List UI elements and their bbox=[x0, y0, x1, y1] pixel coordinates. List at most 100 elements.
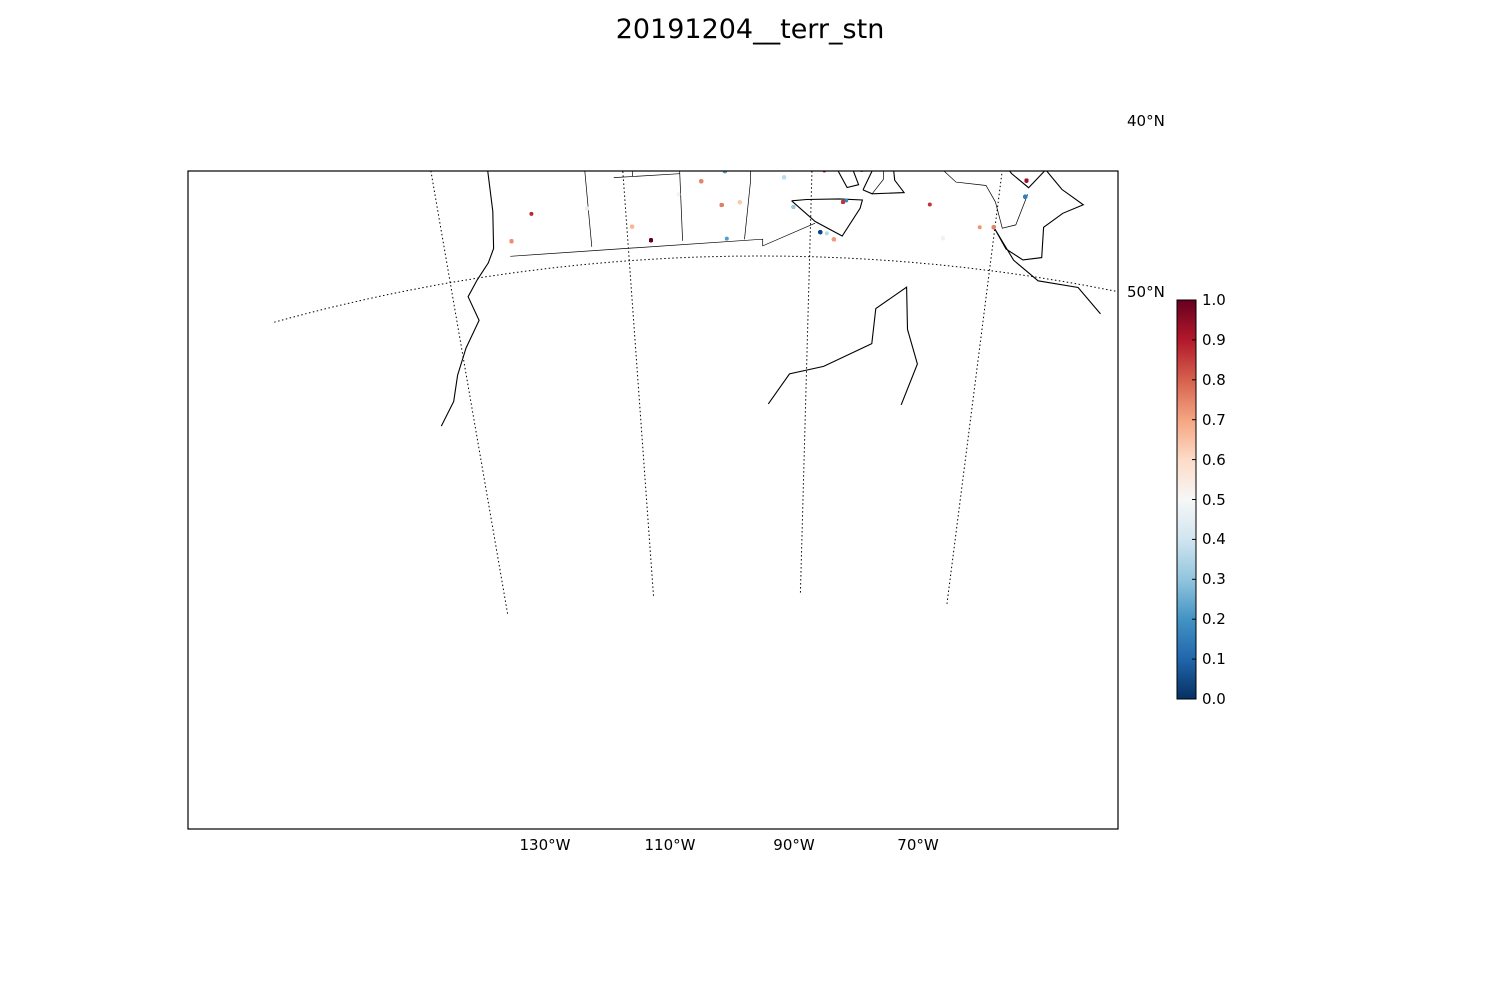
station-point bbox=[975, 1, 979, 5]
station-point bbox=[552, 123, 556, 127]
station-point bbox=[792, 108, 796, 112]
station-point bbox=[1011, 152, 1015, 156]
station-point bbox=[811, 14, 815, 18]
station-point bbox=[560, 21, 564, 25]
station-point bbox=[904, 99, 908, 103]
station-point bbox=[739, 77, 743, 81]
station-point bbox=[504, 42, 508, 46]
station-point bbox=[882, 107, 886, 111]
station-point bbox=[560, 21, 564, 25]
station-point bbox=[762, 77, 766, 81]
station-point bbox=[874, 112, 878, 116]
station-point bbox=[772, 88, 776, 92]
station-point bbox=[504, 42, 508, 46]
station-point bbox=[874, 112, 878, 116]
station-point bbox=[889, 52, 893, 56]
station-point bbox=[666, 150, 670, 154]
station-point bbox=[882, 107, 886, 111]
station-point bbox=[772, 88, 776, 92]
station-point bbox=[794, 103, 798, 107]
station-point bbox=[794, 103, 798, 107]
station-point bbox=[702, 87, 706, 91]
station-point bbox=[820, 115, 824, 119]
station-point bbox=[889, 86, 893, 90]
station-point bbox=[666, 150, 670, 154]
station-point bbox=[936, 97, 940, 101]
station-point bbox=[829, 52, 833, 56]
station-point bbox=[844, 74, 848, 78]
station-point bbox=[552, 123, 556, 127]
station-point bbox=[739, 77, 743, 81]
station-point bbox=[1019, 72, 1023, 76]
station-point bbox=[1019, 72, 1023, 76]
station-point bbox=[680, 166, 684, 170]
station-point bbox=[739, 77, 743, 81]
station-point bbox=[665, 14, 669, 18]
station-point bbox=[504, 42, 508, 46]
station-point bbox=[745, 159, 749, 163]
station-point bbox=[745, 159, 749, 163]
station-point bbox=[702, 87, 706, 91]
station-point bbox=[613, 60, 617, 64]
station-point bbox=[1011, 152, 1015, 156]
longitude-line bbox=[430, 171, 509, 614]
station-point bbox=[882, 107, 886, 111]
station-point bbox=[791, 73, 795, 77]
station-point bbox=[882, 107, 886, 111]
station-point bbox=[485, 35, 489, 39]
station-point bbox=[829, 52, 833, 56]
station-point bbox=[471, 57, 475, 61]
station-point bbox=[745, 159, 749, 163]
station-point bbox=[772, 88, 776, 92]
station-point bbox=[874, 112, 878, 116]
station-point bbox=[791, 73, 795, 77]
station-point bbox=[818, 230, 823, 235]
station-point bbox=[936, 97, 940, 101]
station-point bbox=[471, 57, 475, 61]
station-point bbox=[811, 14, 815, 18]
station-point bbox=[794, 103, 798, 107]
station-point bbox=[1011, 152, 1015, 156]
station-point bbox=[772, 88, 776, 92]
station-point bbox=[874, 112, 878, 116]
station-point bbox=[844, 74, 848, 78]
station-point bbox=[772, 88, 776, 92]
station-point bbox=[842, 142, 846, 146]
station-point bbox=[791, 73, 795, 77]
station-point bbox=[613, 60, 617, 64]
station-point bbox=[794, 103, 798, 107]
station-point bbox=[844, 74, 848, 78]
station-point bbox=[829, 52, 833, 56]
station-point bbox=[666, 150, 670, 154]
colorbar-tick-label: 0.3 bbox=[1202, 570, 1226, 588]
station-point bbox=[839, 115, 843, 119]
station-point bbox=[829, 52, 833, 56]
station-point bbox=[936, 97, 940, 101]
station-point bbox=[504, 42, 508, 46]
station-point bbox=[844, 74, 848, 78]
station-point bbox=[1011, 152, 1015, 156]
station-point bbox=[504, 42, 508, 46]
station-point bbox=[471, 57, 475, 61]
station-point bbox=[889, 52, 893, 56]
station-point bbox=[739, 77, 743, 81]
station-point bbox=[792, 108, 796, 112]
station-point bbox=[811, 14, 815, 18]
station-point bbox=[808, 31, 812, 35]
station-point bbox=[811, 14, 815, 18]
station-point bbox=[520, 39, 524, 43]
station-point bbox=[811, 14, 815, 18]
station-point bbox=[808, 31, 812, 35]
station-point bbox=[702, 87, 706, 91]
station-point bbox=[1019, 72, 1023, 76]
station-point bbox=[659, 140, 663, 144]
station-point bbox=[874, 112, 878, 116]
station-point bbox=[702, 87, 706, 91]
station-point bbox=[659, 140, 663, 144]
station-point bbox=[842, 142, 846, 146]
station-point bbox=[811, 14, 815, 18]
station-point bbox=[794, 103, 798, 107]
station-point bbox=[975, 1, 979, 5]
station-point bbox=[889, 86, 893, 90]
station-point bbox=[745, 159, 749, 163]
